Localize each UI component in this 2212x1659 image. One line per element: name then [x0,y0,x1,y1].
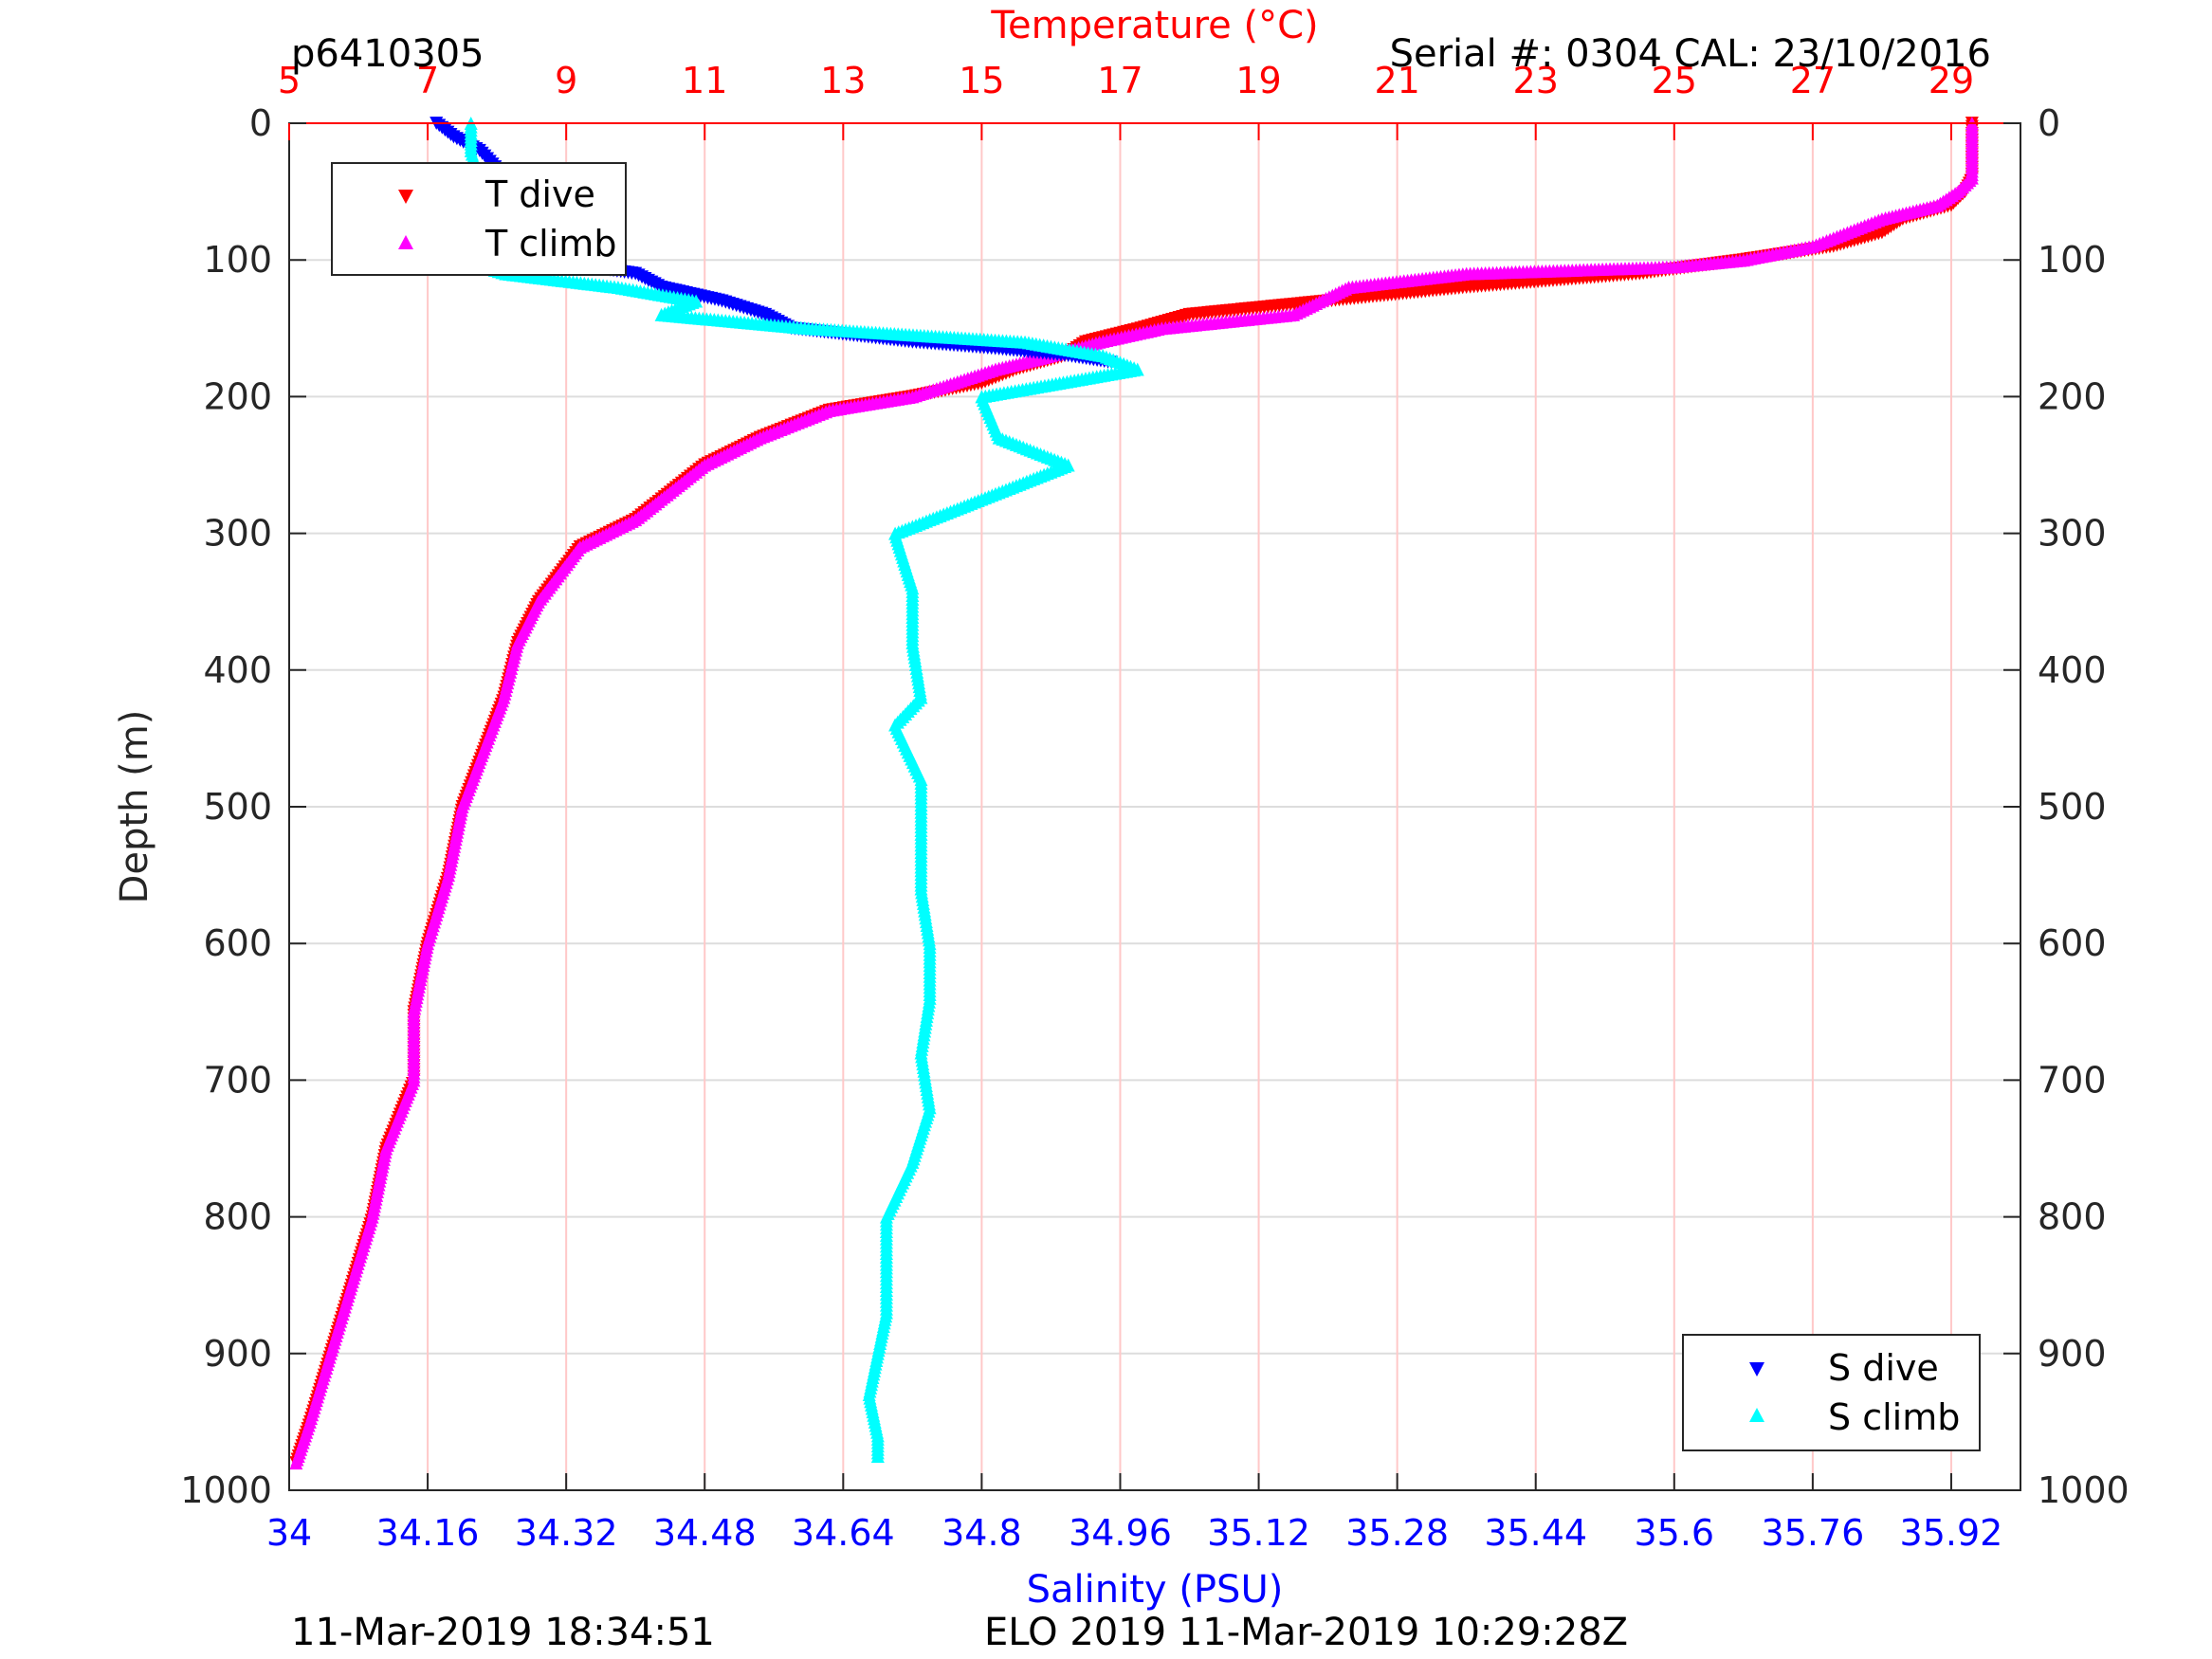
legend-salinity: S dive S climb [1682,1334,1981,1451]
depth-tick-label-left: 200 [203,375,272,417]
depth-tick-label-left: 500 [203,786,272,828]
depth-tick-label-left: 700 [203,1059,272,1101]
legend-s-climb-marker [1749,1408,1764,1422]
legend-t-climb-label: T climb [484,223,616,264]
temperature-tick-label: 29 [1929,60,1974,101]
temperature-tick-label: 7 [416,60,439,101]
footer-timestamp: 11-Mar-2019 18:34:51 [291,1611,715,1654]
depth-axis-label: Depth (m) [113,710,156,904]
legend-t-climb-marker [398,235,413,249]
depth-tick-label-right: 1000 [2038,1469,2130,1511]
temperature-tick-label: 25 [1652,60,1697,101]
temperature-tick-label: 5 [278,60,301,101]
temperature-tick-label: 19 [1235,60,1281,101]
legend-t-dive-marker [398,190,413,204]
salinity-tick-label: 35.76 [1761,1512,1864,1554]
depth-tick-label-left: 0 [249,102,272,144]
depth-tick-label-left: 1000 [180,1469,272,1511]
salinity-tick-label: 35.44 [1484,1512,1587,1554]
salinity-axis-label: Salinity (PSU) [1027,1568,1284,1612]
temperature-tick-label: 23 [1513,60,1559,101]
salinity-tick-label: 34.32 [515,1512,618,1554]
depth-tick-label-right: 800 [2038,1196,2107,1238]
temperature-axis-label: Temperature (°C) [990,4,1318,47]
depth-tick-label-left: 400 [203,649,272,691]
legend-s-dive-marker [1749,1362,1764,1376]
legend-t-dive-label: T dive [484,173,595,215]
depth-tick-label-right: 600 [2038,922,2107,964]
salinity-tick-label: 35.92 [1900,1512,2003,1554]
salinity-tick-label: 34.48 [653,1512,757,1554]
depth-tick-label-left: 900 [203,1333,272,1375]
salinity-tick-label: 34.96 [1069,1512,1172,1554]
salinity-tick-label: 34.8 [941,1512,1022,1554]
temperature-tick-label: 11 [682,60,727,101]
temperature-tick-label: 17 [1097,60,1143,101]
temperature-tick-label: 21 [1374,60,1419,101]
depth-tick-label-left: 100 [203,239,272,281]
serial-info: Serial #: 0304 CAL: 23/10/2016 [1390,32,1991,76]
depth-tick-label-right: 700 [2038,1059,2107,1101]
footer-mission: ELO 2019 11-Mar-2019 10:29:28Z [984,1611,1628,1654]
depth-tick-label-left: 300 [203,513,272,555]
temperature-tick-label: 9 [555,60,577,101]
salinity-tick-label: 35.12 [1207,1512,1310,1554]
temperature-tick-label: 13 [820,60,866,101]
salinity-tick-label: 35.6 [1634,1512,1714,1554]
salinity-tick-label: 34 [266,1512,312,1554]
legend-temperature-box [331,162,627,276]
depth-tick-label-right: 200 [2038,375,2107,417]
legend-s-dive-label: S dive [1828,1347,1939,1389]
depth-tick-label-right: 100 [2038,239,2107,281]
t-climb-points [289,117,1979,1470]
temperature-tick-label: 15 [959,60,1004,101]
temperature-tick-label: 27 [1790,60,1836,101]
salinity-tick-label: 34.16 [376,1512,480,1554]
depth-tick-label-right: 500 [2038,786,2107,828]
legend-s-climb-label: S climb [1828,1396,1960,1438]
depth-tick-label-right: 900 [2038,1333,2107,1375]
depth-tick-label-left: 800 [203,1196,272,1238]
legend-temperature: T dive T climb [331,162,627,276]
legend-salinity-box [1682,1334,1981,1451]
profile-id: p6410305 [291,32,484,76]
depth-tick-label-right: 0 [2038,102,2060,144]
t-climb-point [289,1456,303,1470]
salinity-tick-label: 35.28 [1345,1512,1449,1554]
s-climb-point [870,1449,885,1463]
depth-tick-label-right: 400 [2038,649,2107,691]
salinity-tick-label: 34.64 [792,1512,895,1554]
depth-tick-label-left: 600 [203,922,272,964]
depth-tick-label-right: 300 [2038,513,2107,555]
